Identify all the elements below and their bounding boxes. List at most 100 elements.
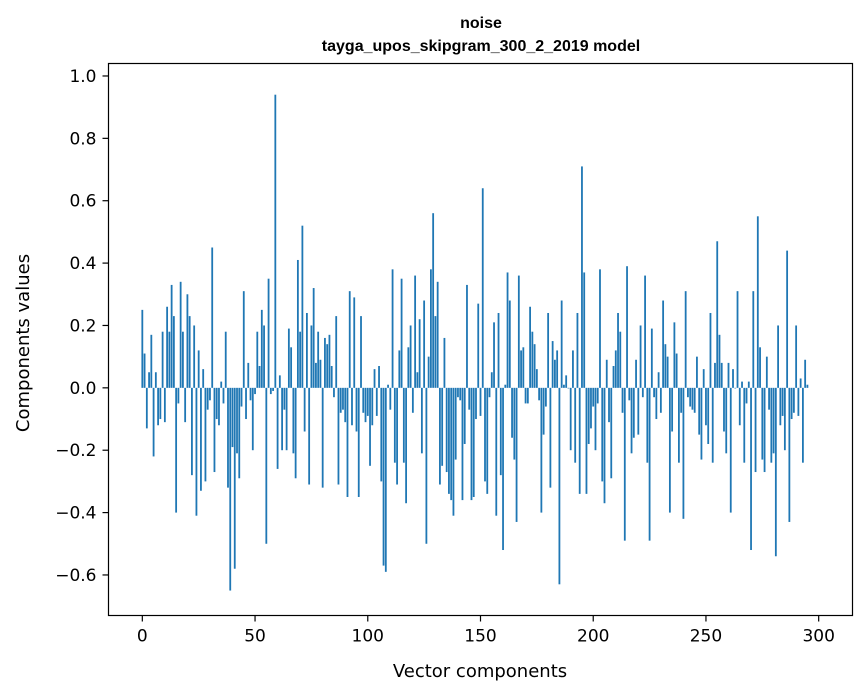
bar [466, 284, 468, 388]
bar [605, 359, 608, 388]
bar [384, 387, 387, 572]
x-tick-label: 50 [244, 627, 266, 647]
bar [732, 369, 734, 388]
bar [641, 387, 644, 398]
bar [601, 387, 604, 482]
bar [576, 312, 579, 388]
bar [702, 369, 705, 388]
bar [141, 309, 144, 388]
bar [583, 272, 586, 388]
bar [411, 387, 414, 413]
bar [371, 387, 374, 426]
bar [249, 387, 252, 401]
bar [693, 387, 696, 413]
bar [233, 387, 236, 569]
bar [436, 281, 439, 388]
bar [504, 384, 507, 388]
bar [195, 387, 198, 516]
bar [339, 387, 342, 413]
bar [770, 387, 773, 463]
bar [529, 306, 531, 388]
bar-series [141, 94, 809, 591]
bar [650, 328, 653, 388]
bar [678, 387, 680, 463]
bar [628, 387, 631, 401]
bar [163, 387, 166, 423]
bar [351, 387, 353, 426]
bar [587, 387, 590, 444]
bar [502, 387, 504, 551]
bar [475, 387, 477, 420]
bar [479, 387, 482, 416]
bar [657, 372, 660, 388]
bar [145, 387, 148, 429]
bar [763, 387, 766, 473]
bar [360, 316, 362, 388]
bar [696, 356, 698, 388]
bar [170, 284, 173, 388]
bar [540, 387, 543, 513]
bar [448, 387, 450, 494]
bar [159, 387, 162, 420]
bar [680, 387, 683, 413]
bar [718, 334, 721, 388]
bar [797, 387, 800, 416]
bar [574, 387, 577, 463]
bar [581, 166, 583, 388]
bar [182, 331, 184, 388]
bar [443, 337, 446, 388]
bar [391, 269, 394, 388]
bar [213, 387, 216, 473]
bar [256, 331, 259, 388]
bar [653, 387, 655, 398]
bar [222, 387, 225, 404]
chart-title-line1: noise [460, 15, 502, 32]
bar [276, 387, 279, 469]
bar [727, 362, 730, 388]
bar [804, 359, 807, 388]
bar [673, 322, 676, 388]
bar [454, 387, 457, 460]
bar [312, 288, 315, 388]
bar [619, 331, 622, 388]
bar [380, 387, 383, 482]
bar [177, 387, 180, 404]
bar [202, 369, 205, 388]
bar [321, 387, 324, 488]
bar [281, 387, 283, 451]
bar [389, 387, 392, 410]
bar [152, 387, 155, 457]
bar [795, 325, 798, 388]
bar [409, 325, 412, 388]
bar [617, 312, 619, 388]
bar [783, 387, 786, 451]
bar [418, 319, 421, 388]
bar [792, 387, 795, 413]
bar [150, 334, 153, 388]
bar [400, 278, 403, 388]
bar [355, 387, 358, 432]
bar [292, 387, 295, 454]
bar [554, 359, 556, 388]
bar [578, 387, 581, 494]
bar [596, 387, 599, 404]
bar [569, 387, 572, 451]
bar [220, 381, 223, 388]
bar [287, 328, 290, 388]
bar [495, 387, 498, 516]
bar [369, 387, 371, 466]
bar [716, 241, 719, 388]
bar [623, 387, 626, 541]
bar [698, 387, 701, 435]
bar [215, 387, 218, 420]
bar [240, 387, 243, 407]
bar [168, 331, 171, 388]
bar [290, 347, 293, 388]
bar [558, 387, 561, 585]
bar [709, 312, 712, 388]
x-tick-label: 250 [690, 627, 722, 647]
bar [777, 325, 779, 388]
bar [175, 387, 178, 513]
bar [533, 344, 536, 388]
y-tick-label: −0.6 [55, 566, 96, 586]
